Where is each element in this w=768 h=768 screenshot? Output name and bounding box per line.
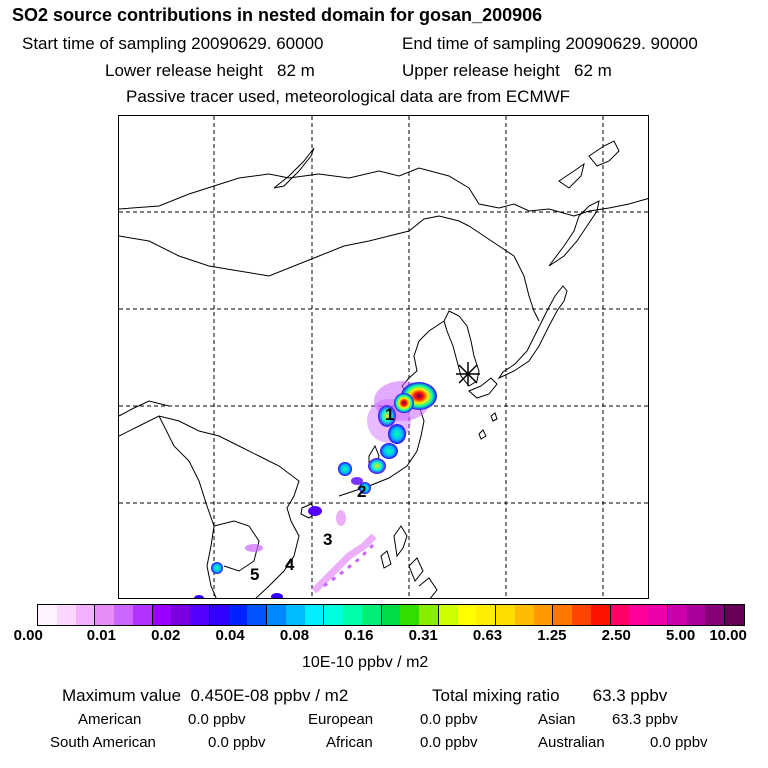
colorbar-swatch [590, 605, 611, 625]
colorbar-swatch [228, 605, 248, 625]
receptor-star-icon [456, 362, 480, 386]
colorbar [37, 604, 745, 626]
colorbar-tick-label: 1.25 [537, 627, 567, 644]
colorbar-tick-label: 2.50 [601, 627, 631, 644]
colorbar-swatch [648, 605, 668, 625]
region-label-4: 4 [285, 555, 295, 574]
colorbar-swatch [533, 605, 554, 625]
colorbar-swatch [400, 605, 419, 625]
colorbar-swatch [75, 605, 96, 625]
colorbar-swatch [267, 605, 286, 625]
source-name-asian: Asian [538, 711, 576, 728]
colorbar-swatch [725, 605, 744, 625]
colorbar-swatch [629, 605, 648, 625]
source-value-european: 0.0 ppbv [420, 711, 478, 728]
colorbar-swatch [476, 605, 496, 625]
end-time-label: End time of sampling 20090629. 90000 [402, 34, 698, 53]
tracer-note-label: Passive tracer used, meteorological data… [126, 87, 571, 106]
colorbar-swatch [190, 605, 210, 625]
colorbar-tick-label: 0.08 [279, 627, 310, 644]
colorbar-swatch [457, 605, 477, 625]
colorbar-swatch [381, 605, 401, 625]
source-value-south-american: 0.0 ppbv [208, 734, 266, 751]
source-value-asian: 63.3 ppbv [612, 711, 678, 728]
colorbar-swatch [171, 605, 190, 625]
colorbar-swatch [686, 605, 706, 625]
start-time-label: Start time of sampling 20090629. 60000 [22, 34, 324, 53]
colorbar-unit-label: 10E-10 ppbv / m2 [302, 654, 429, 671]
colorbar-swatch [247, 605, 267, 625]
colorbar-swatch [553, 605, 572, 625]
plot-title: SO2 source contributions in nested domai… [12, 5, 543, 25]
colorbar-swatch [572, 605, 591, 625]
colorbar-tick-label: 0.63 [472, 627, 503, 644]
concentration-plume [194, 381, 437, 598]
colorbar-swatch [95, 605, 114, 625]
colorbar-swatch [132, 605, 153, 625]
lower-release-height-label: Lower release height 82 m [105, 61, 315, 80]
source-name-australian: Australian [538, 734, 605, 751]
coastlines [119, 140, 648, 598]
source-name-american: American [78, 711, 142, 728]
total-mixing-ratio-label: Total mixing ratio 63.3 ppbv [432, 686, 668, 705]
colorbar-swatch [419, 605, 439, 625]
source-value-american: 0.0 ppbv [188, 711, 246, 728]
colorbar-tick-label: 10.00 [709, 627, 747, 644]
colorbar-swatch [114, 605, 133, 625]
source-value-australian: 0.0 ppbv [650, 734, 708, 751]
colorbar-swatch [343, 605, 362, 625]
colorbar-tick-label: 0.02 [151, 627, 181, 644]
region-label-1: 1 [385, 405, 394, 424]
colorbar-tick-label: 0.31 [408, 627, 438, 644]
source-value-african: 0.0 ppbv [420, 734, 478, 751]
map-panel: 1 2 3 4 5 [118, 115, 649, 599]
region-label-3: 3 [323, 530, 332, 549]
colorbar-swatch [324, 605, 343, 625]
colorbar-swatch [667, 605, 687, 625]
colorbar-swatch [152, 605, 172, 625]
colorbar-swatch [361, 605, 382, 625]
colorbar-swatch [496, 605, 515, 625]
colorbar-tick-label: 0.04 [215, 627, 245, 644]
source-name-south-american: South American [50, 734, 156, 751]
map-canvas: 1 2 3 4 5 [119, 116, 648, 598]
source-name-african: African [326, 734, 373, 751]
colorbar-tick-label: 0.16 [344, 627, 374, 644]
source-name-european: European [308, 711, 374, 728]
colorbar-tick-label: 0.01 [86, 627, 116, 644]
upper-release-height-label: Upper release height 62 m [402, 61, 612, 80]
region-label-2: 2 [357, 482, 366, 501]
colorbar-tick-label: 5.00 [666, 627, 696, 644]
colorbar-swatch [438, 605, 458, 625]
colorbar-swatch [610, 605, 630, 625]
colorbar-swatch [56, 605, 76, 625]
region-label-5: 5 [250, 565, 259, 584]
colorbar-swatch [38, 605, 57, 625]
colorbar-tick-label: 0.00 [13, 627, 43, 644]
maximum-value-label: Maximum value 0.450E-08 ppbv / m2 [62, 686, 349, 705]
colorbar-swatch [209, 605, 229, 625]
colorbar-swatch [304, 605, 325, 625]
lat-lon-grid [119, 116, 648, 598]
colorbar-swatch [514, 605, 534, 625]
colorbar-swatch [705, 605, 725, 625]
colorbar-swatch [285, 605, 305, 625]
